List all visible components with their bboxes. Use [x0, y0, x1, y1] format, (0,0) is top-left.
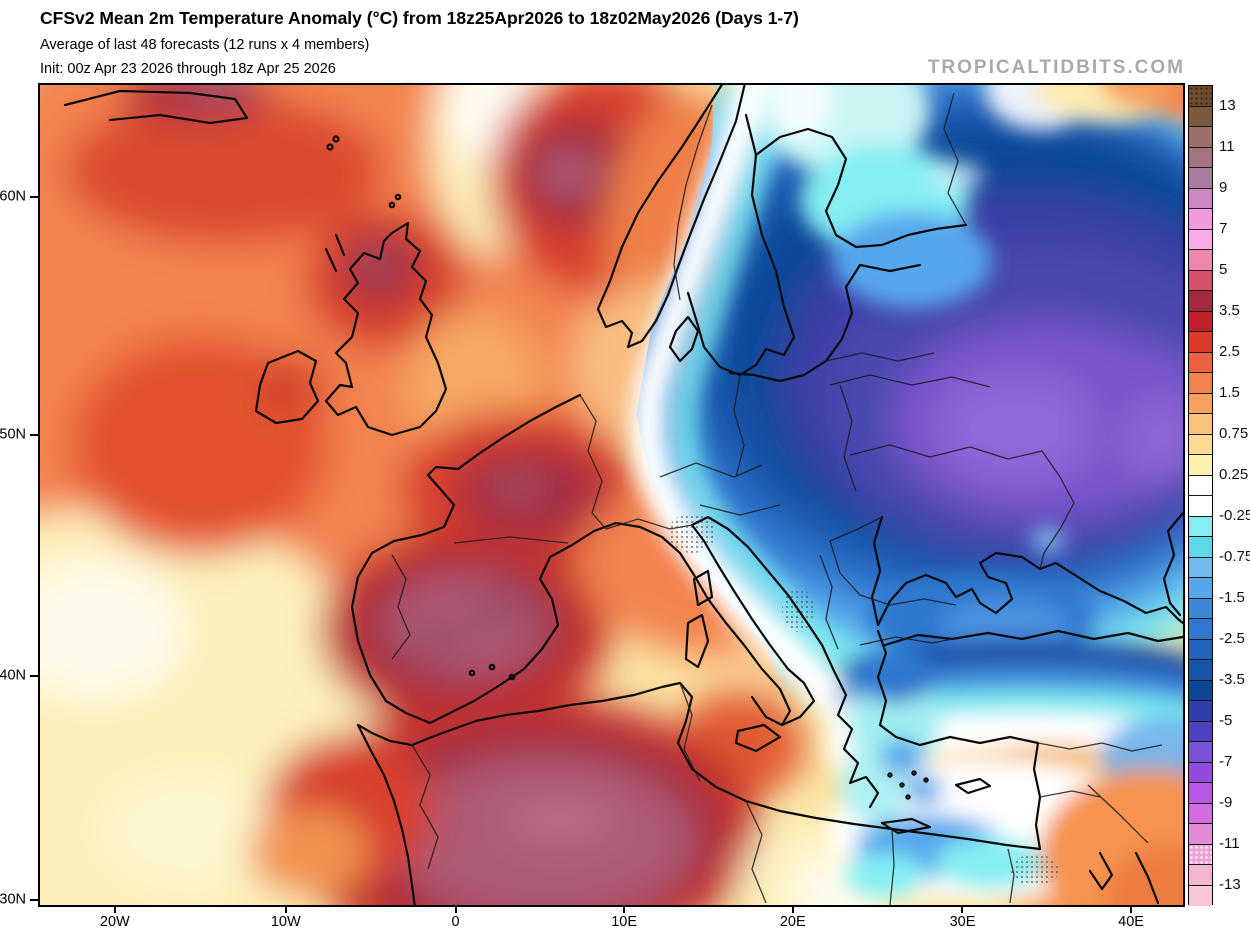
colorbar-segment — [1189, 311, 1212, 332]
x-axis-tick-label: 30E — [949, 914, 976, 930]
colorbar-segment — [1189, 250, 1212, 271]
y-axis-latitude: 60N 50N 40N 30N — [0, 83, 38, 907]
y-axis-tick — [30, 898, 38, 901]
colorbar-segment — [1189, 209, 1212, 230]
colorbar-segment — [1189, 86, 1212, 107]
colorbar-segment — [1189, 127, 1212, 148]
y-axis-tick-label: 60N — [0, 188, 26, 205]
y-axis-tick — [30, 195, 38, 198]
x-axis-tick-label: 10W — [270, 914, 301, 930]
x-axis-tick — [454, 905, 457, 913]
colorbar-tick-label: 9 — [1219, 178, 1228, 196]
colorbar-segment — [1189, 639, 1212, 660]
colorbar-segment — [1189, 680, 1212, 701]
colorbar-tick-label: -13 — [1219, 875, 1241, 893]
colorbar-segment — [1189, 106, 1212, 127]
colorbar-labels: 13 11 9 7 5 3.5 2.5 1.5 0.75 0.25 -0.25 -0.75 -1.5 -2… — [1219, 85, 1250, 905]
colorbar-tick-label: 2.5 — [1219, 342, 1240, 360]
colorbar-segment — [1189, 619, 1212, 640]
colorbar-tick-label: 0.75 — [1219, 424, 1249, 442]
colorbar-segment — [1189, 598, 1212, 619]
colorbar-segment — [1189, 188, 1212, 209]
colorbar-segment — [1189, 885, 1212, 906]
colorbar-segment — [1189, 475, 1212, 496]
colorbar-segment — [1189, 496, 1212, 517]
colorbar-segment — [1189, 762, 1212, 783]
colorbar-tick-label: 1.5 — [1219, 383, 1240, 401]
colorbar-segment — [1189, 557, 1212, 578]
y-axis-tick-label: 50N — [0, 426, 26, 443]
y-axis-tick — [30, 433, 38, 436]
colorbar-segment — [1189, 537, 1212, 558]
colorbar-segment — [1189, 660, 1212, 681]
colorbar-tick-label: -11 — [1219, 834, 1240, 852]
colorbar-tick-label: 13 — [1219, 96, 1236, 114]
colorbar-segment — [1189, 742, 1212, 763]
x-axis-tick-label: 10E — [611, 914, 638, 930]
x-axis-tick-label: 0 — [451, 914, 460, 930]
colorbar-segment — [1189, 803, 1212, 824]
colorbar-segment — [1189, 701, 1212, 722]
colorbar-segment — [1189, 373, 1212, 394]
colorbar-segment — [1189, 434, 1212, 455]
y-axis-tick — [30, 675, 38, 678]
colorbar-segment — [1189, 865, 1212, 886]
colorbar-tick-label: 3.5 — [1219, 301, 1240, 319]
colorbar-tick-label: -5 — [1219, 711, 1233, 729]
x-axis-tick — [623, 905, 626, 913]
colorbar-tick-label: -1.5 — [1219, 588, 1245, 606]
x-axis-tick — [791, 905, 794, 913]
x-axis-tick-label: 40E — [1118, 914, 1144, 930]
colorbar-segment — [1189, 824, 1212, 845]
ensemble-subtitle: Average of last 48 forecasts (12 runs x … — [40, 37, 370, 53]
colorbar-segment — [1189, 168, 1212, 189]
colorbar-tick-label: -0.25 — [1219, 506, 1250, 524]
colorbar-segment — [1189, 229, 1212, 250]
colorbar-tick-label: 5 — [1219, 260, 1228, 278]
colorbar-tick-label: -0.75 — [1219, 547, 1250, 565]
colorbar-segment — [1189, 783, 1212, 804]
colorbar-segment — [1189, 455, 1212, 476]
colorbar-segment — [1189, 721, 1212, 742]
colorbar-tick-label: -7 — [1219, 752, 1233, 770]
x-axis-tick — [284, 905, 287, 913]
tropicaltidbits-watermark: TROPICALTIDBITS.COM — [927, 57, 1185, 78]
coastlines-layer — [63, 85, 1183, 905]
colorbar-tick-label: -3.5 — [1219, 670, 1245, 688]
colorbar-tick-label: 11 — [1219, 137, 1235, 155]
colorbar-segment — [1189, 270, 1212, 291]
x-axis-tick — [961, 905, 964, 913]
colorbar — [1188, 85, 1213, 906]
colorbar-segment — [1189, 393, 1212, 414]
y-axis-tick-label: 30N — [0, 891, 26, 908]
init-time-range: Init: 00z Apr 23 2026 through 18z Apr 25… — [40, 61, 336, 77]
x-axis-longitude: 20W 10W 0 10E 20E 30E 40E — [38, 905, 1185, 931]
figure-title: CFSv2 Mean 2m Temperature Anomaly (°C) f… — [40, 8, 799, 28]
colorbar-segment — [1189, 147, 1212, 168]
colorbar-segment — [1189, 414, 1212, 435]
country-borders-layer — [391, 92, 1163, 905]
colorbar-tick-label: 7 — [1219, 219, 1228, 237]
colorbar-tick-label: -2.5 — [1219, 629, 1245, 647]
colorbar-segment — [1189, 844, 1212, 865]
x-axis-tick-label: 20W — [99, 914, 130, 930]
x-axis-tick — [1130, 905, 1133, 913]
colorbar-segment — [1189, 291, 1212, 312]
colorbar-segment — [1189, 578, 1212, 599]
map-frame — [38, 83, 1185, 907]
x-axis-tick-label: 20E — [779, 914, 806, 930]
y-axis-tick-label: 40N — [0, 667, 26, 684]
anomaly-map-canvas — [40, 85, 1183, 905]
x-axis-tick — [113, 905, 116, 913]
colorbar-tick-label: -9 — [1219, 793, 1233, 811]
colorbar-segment — [1189, 332, 1212, 353]
colorbar-segment — [1189, 516, 1212, 537]
colorbar-segment — [1189, 352, 1212, 373]
colorbar-tick-label: 0.25 — [1219, 465, 1249, 483]
